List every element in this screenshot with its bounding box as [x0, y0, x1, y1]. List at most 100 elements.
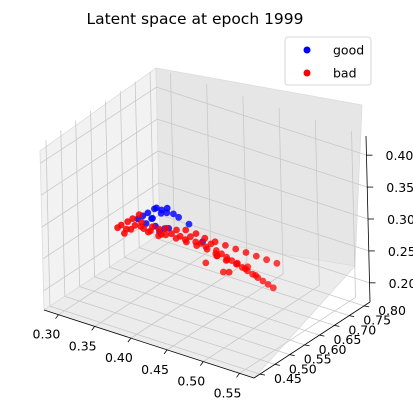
x-gridline-floor [203, 285, 320, 362]
point-bad [244, 267, 251, 275]
z-gridline-left [41, 118, 158, 196]
z-gridline-back [157, 150, 369, 220]
point-bad [223, 253, 231, 261]
point-bad [114, 224, 121, 232]
point-bad [264, 281, 272, 288]
x-gridline-floor [166, 273, 284, 351]
y-tick-label: 0.70 [348, 322, 376, 337]
point-bad [201, 234, 209, 242]
z-tick-label: 0.35 [386, 180, 413, 195]
y-gridline-floor [79, 286, 290, 355]
z-gridline-left [41, 150, 159, 228]
x-tick-label: 0.35 [69, 338, 97, 353]
x-tick [236, 373, 240, 378]
z-gridline-back [157, 118, 368, 188]
point-bad [211, 238, 219, 246]
y-gridline-floor [139, 247, 350, 317]
y-tick-label: 0.55 [304, 352, 332, 367]
z-tick-label: 0.25 [388, 244, 413, 259]
z-gridline-back [159, 214, 370, 284]
y-gridline-floor [94, 276, 305, 346]
point-bad [259, 277, 267, 285]
point-bad [157, 231, 165, 238]
z-tick-label: 0.30 [387, 212, 413, 227]
point-bad [228, 257, 236, 264]
y-tick-label: 0.60 [319, 342, 347, 357]
x-gridline-floor [58, 238, 175, 316]
point-bad [273, 259, 281, 267]
x-tick [163, 349, 168, 355]
point-bad [202, 243, 210, 251]
point-good [153, 204, 160, 212]
point-bad [197, 240, 205, 247]
x-tick [91, 326, 96, 331]
point-bad [192, 230, 200, 238]
point-bad [252, 252, 260, 260]
x-tick-label: 0.50 [177, 374, 205, 389]
legend-marker-bad [303, 69, 311, 77]
point-bad [155, 225, 163, 233]
y-gridline-floor [49, 305, 261, 375]
point-bad [138, 218, 145, 226]
y-tick [334, 324, 340, 327]
chart-title: Latent space at epoch 1999 [86, 10, 303, 28]
point-bad [140, 225, 148, 233]
point-good [144, 209, 152, 217]
z-gridline-back [156, 86, 367, 156]
point-bad [218, 250, 225, 258]
x-tick-label: 0.45 [141, 362, 169, 377]
point-good [170, 210, 177, 218]
z-gridline-left [42, 182, 159, 260]
point-bad [220, 268, 227, 276]
y-tick-label: 0.75 [363, 313, 391, 328]
y-gridline-floor [124, 257, 335, 326]
point-bad [254, 274, 262, 281]
z-gridline-back [158, 182, 369, 252]
y-gridline-floor [64, 295, 275, 365]
x-gridline-floor [239, 296, 356, 374]
point-bad [135, 211, 143, 219]
point-bad [242, 249, 250, 256]
point-bad [233, 260, 241, 268]
z-gridline-left [40, 86, 157, 164]
legend: good bad [284, 36, 372, 86]
y-tick [274, 363, 280, 366]
back-pane [155, 67, 363, 267]
y-axis-line [253, 301, 371, 379]
x-tick-label: 0.30 [33, 327, 61, 342]
point-bad [187, 233, 194, 241]
x-gridline-floor [94, 250, 211, 327]
z-tick-label: 0.20 [389, 276, 413, 291]
point-bad [131, 221, 139, 229]
z-tick-label: 0.40 [386, 148, 413, 163]
point-bad [212, 247, 220, 254]
point-bad [238, 264, 246, 271]
point-good [175, 213, 183, 221]
point-bad [123, 225, 130, 233]
legend-marker-good [303, 46, 311, 54]
x-axis-line [43, 309, 255, 379]
point-bad [222, 242, 229, 249]
y-tick [259, 373, 266, 376]
x-tick [199, 361, 204, 366]
point-good [163, 204, 171, 212]
point-bad [249, 270, 256, 278]
point-bad [182, 236, 189, 244]
x-tick [55, 314, 59, 319]
y-tick-label: 0.65 [334, 332, 362, 347]
point-bad [173, 226, 180, 234]
tick-labels: 0.300.350.400.450.500.550.450.500.550.60… [33, 148, 413, 400]
point-bad [168, 230, 175, 238]
point-bad [176, 232, 184, 240]
y-tick-label: 0.80 [378, 303, 406, 318]
y-gridline-floor [153, 237, 365, 307]
point-good [185, 220, 193, 228]
y-tick [363, 305, 370, 308]
tick-marks [55, 154, 376, 378]
x-tick-label: 0.40 [105, 350, 133, 365]
point-bad [269, 284, 277, 292]
point-bad [202, 259, 210, 267]
point-good [148, 215, 156, 223]
legend-label-bad: bad [333, 66, 357, 81]
